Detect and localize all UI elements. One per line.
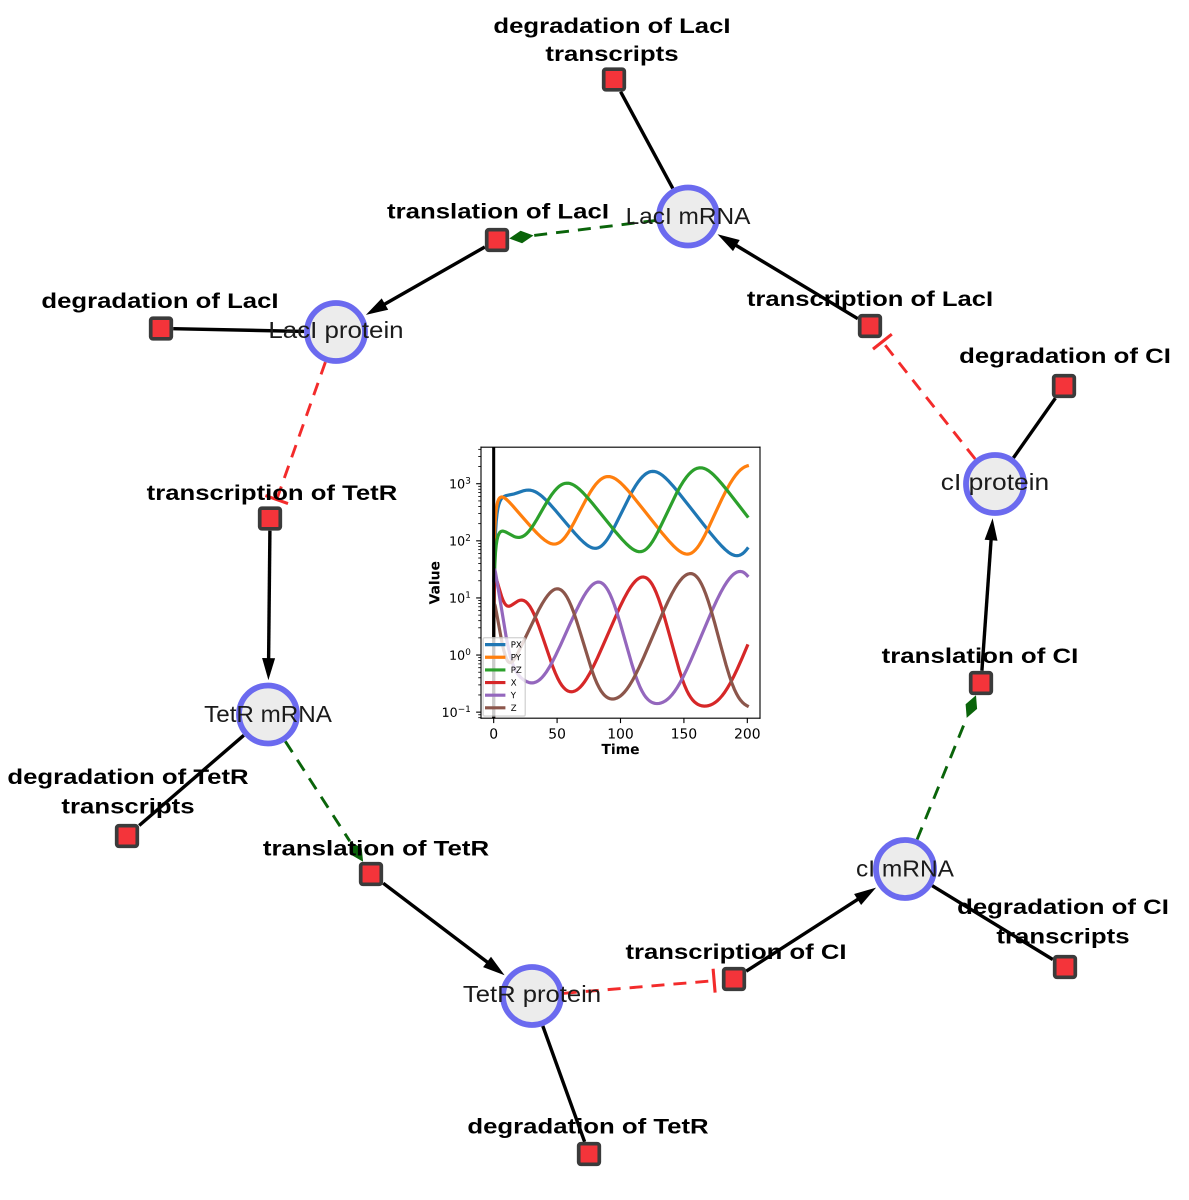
svg-text:translation of TetR: translation of TetR bbox=[263, 836, 490, 861]
svg-text:transcription of CI: transcription of CI bbox=[626, 939, 847, 964]
svg-text:degradation of LacI: degradation of LacI bbox=[493, 13, 730, 38]
svg-text:transcripts: transcripts bbox=[61, 794, 194, 819]
svg-text:TetR mRNA: TetR mRNA bbox=[204, 701, 332, 727]
svg-text:degradation of CI: degradation of CI bbox=[959, 343, 1171, 368]
svg-text:cI mRNA: cI mRNA bbox=[856, 856, 955, 882]
svg-text:degradation of TetR: degradation of TetR bbox=[7, 764, 249, 789]
svg-text:LacI mRNA: LacI mRNA bbox=[626, 203, 751, 229]
svg-text:translation of CI: translation of CI bbox=[882, 643, 1079, 668]
svg-text:transcripts: transcripts bbox=[996, 924, 1129, 949]
svg-text:transcripts: transcripts bbox=[545, 41, 678, 66]
svg-text:cI protein: cI protein bbox=[941, 469, 1049, 495]
svg-text:TetR protein: TetR protein bbox=[463, 981, 601, 1007]
svg-text:LacI protein: LacI protein bbox=[268, 317, 403, 343]
svg-text:transcription of LacI: transcription of LacI bbox=[747, 286, 993, 311]
svg-text:transcription of TetR: transcription of TetR bbox=[147, 480, 398, 505]
svg-text:degradation of LacI: degradation of LacI bbox=[41, 288, 278, 313]
svg-text:degradation of CI: degradation of CI bbox=[957, 894, 1169, 919]
svg-text:translation of LacI: translation of LacI bbox=[387, 199, 609, 224]
svg-text:degradation of TetR: degradation of TetR bbox=[467, 1114, 709, 1139]
